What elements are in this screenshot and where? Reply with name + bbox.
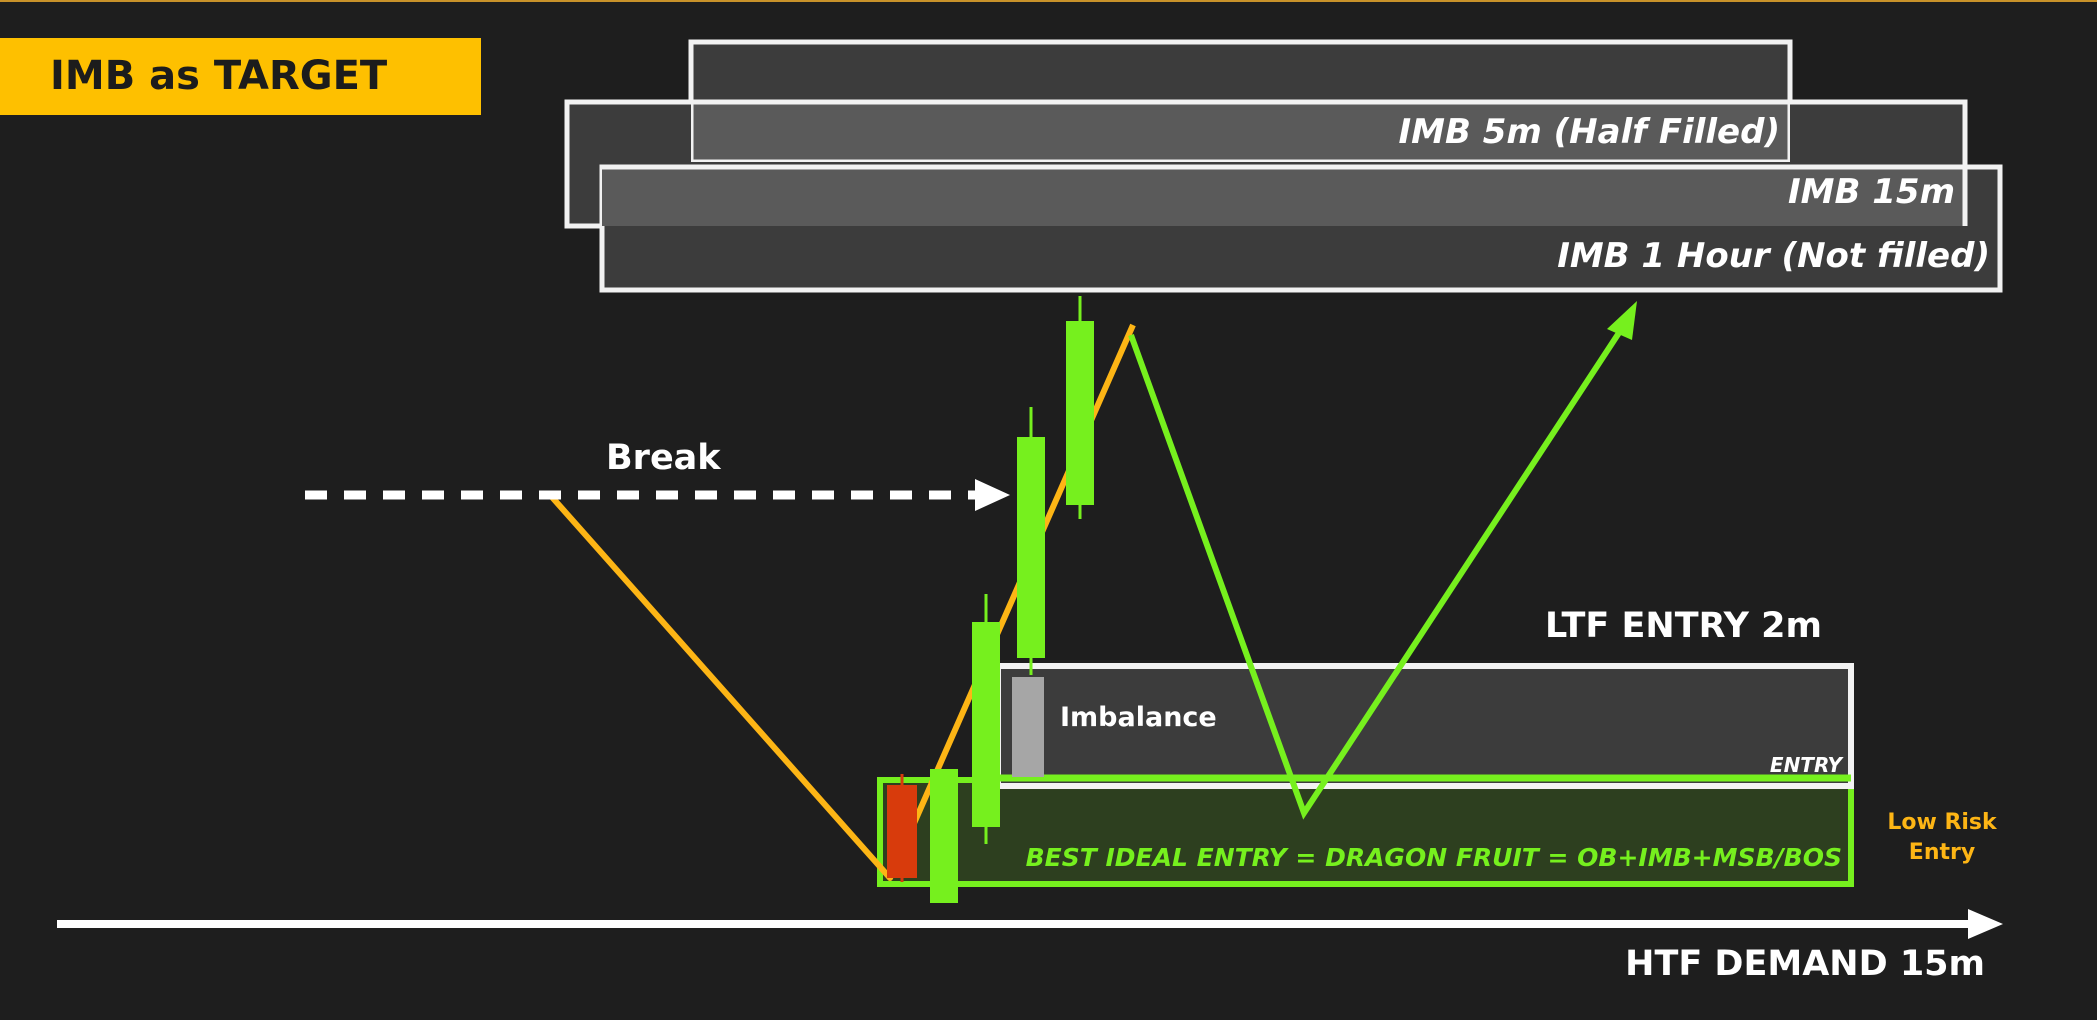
top-accent-line bbox=[0, 0, 2097, 2]
target-arrowhead bbox=[1607, 301, 1637, 340]
imbalance-label: Imbalance bbox=[1060, 702, 1217, 733]
best-entry-label: BEST IDEAL ENTRY = DRAGON FRUIT = OB+IMB… bbox=[1026, 843, 1842, 872]
candle-bearish bbox=[887, 774, 917, 882]
candle-bullish-4 bbox=[1066, 296, 1094, 519]
low-risk-label-line1: Low Risk bbox=[1887, 810, 1998, 835]
ltf-entry-label: LTF ENTRY 2m bbox=[1545, 606, 1822, 646]
candle-bullish-1 bbox=[930, 769, 958, 903]
imb-1h-label: IMB 1 Hour (Not filled) bbox=[1557, 236, 1990, 276]
entry-label: ENTRY bbox=[1770, 753, 1845, 777]
imbalance-candle bbox=[1012, 677, 1044, 777]
candle-bullish-2 bbox=[972, 594, 1000, 844]
break-arrowhead bbox=[975, 479, 1010, 511]
htf-demand-zone bbox=[877, 777, 1854, 887]
low-risk-label-line2: Entry bbox=[1909, 840, 1975, 865]
htf-demand-label: HTF DEMAND 15m bbox=[1625, 944, 1985, 984]
title-banner: IMB as TARGET bbox=[0, 38, 481, 115]
break-label: Break bbox=[606, 438, 721, 478]
retracement-path bbox=[1128, 314, 1633, 820]
ltf-entry-zone bbox=[995, 663, 1854, 789]
imb-15m-label: IMB 15m bbox=[1788, 172, 1955, 212]
imb-1h-zone bbox=[599, 164, 2003, 293]
imb-5m-label: IMB 5m (Half Filled) bbox=[1398, 112, 1780, 152]
candle-bullish-3 bbox=[1017, 407, 1045, 675]
time-axis-arrowhead bbox=[1968, 909, 2003, 939]
